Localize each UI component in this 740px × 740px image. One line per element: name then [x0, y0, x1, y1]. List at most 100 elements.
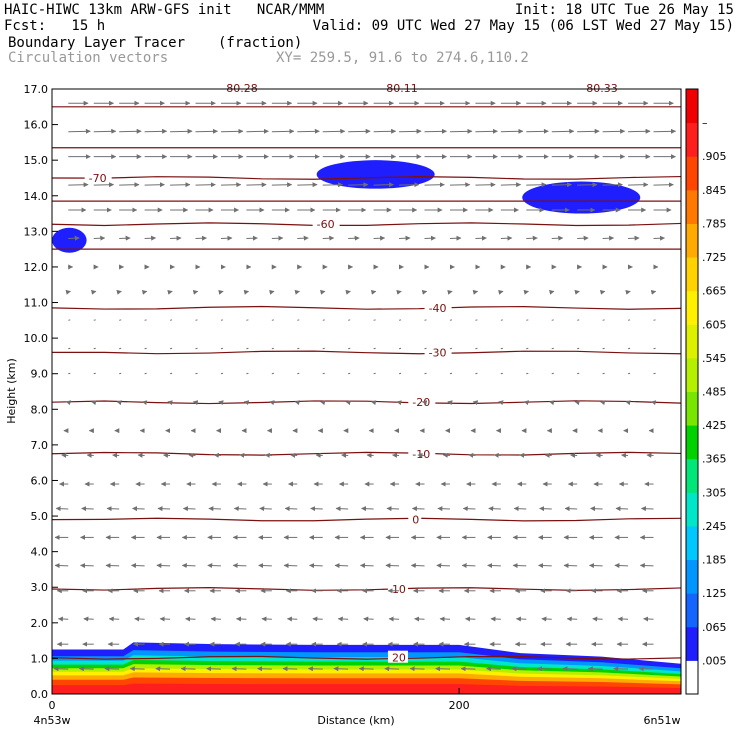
y-tick-label: 4.0	[31, 546, 49, 559]
wind-vector	[319, 289, 326, 295]
wind-vector	[282, 666, 298, 672]
wind-vector	[366, 452, 374, 458]
wind-vector	[411, 506, 425, 512]
wind-vector	[640, 506, 654, 512]
wind-vector	[119, 319, 122, 321]
wind-vector	[511, 666, 527, 672]
wind-vector	[269, 289, 275, 295]
colorbar-swatch	[686, 492, 698, 527]
wind-vector	[130, 563, 145, 569]
y-tick-label: 11.0	[24, 297, 49, 310]
wind-vector	[498, 289, 504, 295]
wind-vector	[627, 372, 631, 375]
wind-vector	[449, 235, 462, 241]
wind-vector	[373, 347, 376, 350]
wind-vector	[614, 563, 629, 569]
wind-vector	[271, 347, 274, 350]
colorbar-label: .185	[702, 554, 727, 567]
wind-vector	[551, 182, 573, 188]
y-tick-label: 8.0	[31, 403, 49, 416]
wind-vector	[322, 128, 346, 134]
wind-vector	[391, 452, 400, 458]
wind-vector	[271, 128, 295, 134]
wind-vector	[486, 666, 501, 672]
contour-label: -20	[412, 396, 430, 409]
wind-vector	[500, 182, 522, 188]
wind-vector	[646, 452, 654, 458]
wind-vector	[472, 289, 479, 295]
wind-vector	[475, 235, 487, 241]
wind-vector	[398, 372, 402, 375]
wind-vector	[490, 616, 501, 622]
wind-vector	[132, 506, 145, 512]
wind-vector	[65, 289, 71, 295]
wind-vector	[86, 452, 94, 458]
y-tick-label: 5.0	[31, 510, 49, 523]
cross-section-coords: XY= 259.5, 91.6 to 274.6,110.2	[276, 50, 529, 66]
colorbar-label: .485	[702, 386, 727, 399]
wind-vector	[170, 182, 191, 188]
wind-vector	[116, 289, 122, 295]
wind-vector	[322, 235, 335, 241]
field-title: Boundary Layer Tracer	[8, 35, 186, 51]
wind-vector	[269, 400, 275, 406]
wind-vector	[653, 347, 656, 350]
wind-vector	[192, 289, 199, 295]
x-right-location: 6n51w	[644, 714, 681, 727]
wind-vector	[119, 235, 131, 241]
wind-vector	[264, 452, 272, 458]
tracer-patch-1	[522, 181, 641, 214]
wind-vector	[345, 289, 351, 295]
wind-vector	[284, 506, 298, 512]
wind-vector	[144, 319, 147, 321]
wind-vector	[617, 616, 629, 622]
wind-vector	[188, 452, 196, 458]
colorbar-swatch	[686, 257, 698, 292]
y-axis-label: Height (km)	[5, 358, 18, 424]
wind-vector	[93, 372, 96, 375]
wind-vector	[449, 319, 453, 321]
wind-vector	[297, 235, 309, 241]
wind-vector	[310, 506, 323, 512]
wind-vector	[119, 372, 122, 375]
colorbar-swatch	[686, 458, 698, 493]
temperature-contour	[51, 517, 682, 522]
wind-vector	[129, 666, 145, 672]
wind-vector	[590, 506, 603, 512]
wind-vector	[220, 372, 224, 375]
wind-vector	[68, 128, 91, 134]
wind-vector	[236, 616, 247, 622]
colorbar-label: .125	[702, 587, 727, 600]
wind-vector	[577, 319, 580, 321]
wind-vector	[65, 400, 72, 406]
wind-vector	[358, 666, 374, 672]
colorbar-swatch	[686, 593, 698, 628]
x-axis-label: Distance (km)	[317, 714, 394, 727]
colorbar-swatch	[686, 660, 698, 695]
wind-vector	[639, 563, 654, 569]
wind-vector	[627, 319, 631, 321]
tracer-layer-8	[52, 683, 681, 694]
wind-vector	[180, 666, 196, 672]
wind-vector	[91, 400, 97, 406]
wind-vector	[602, 372, 605, 375]
wind-vector	[587, 666, 603, 672]
wind-vector	[577, 182, 598, 188]
temperature-contour	[51, 451, 682, 456]
wind-vector	[68, 372, 71, 375]
y-tick-label: 10.0	[24, 332, 49, 345]
contour-label: -70	[89, 172, 107, 185]
wind-vector	[435, 666, 450, 672]
wind-vector	[195, 347, 198, 350]
wind-vector	[119, 347, 122, 350]
wind-vector	[83, 616, 94, 622]
wind-vector	[526, 182, 547, 188]
wind-vector	[297, 182, 318, 188]
field-units: (fraction)	[218, 35, 303, 51]
wind-vector	[447, 400, 453, 406]
wind-vector	[322, 182, 344, 188]
wind-vector	[195, 235, 208, 241]
wind-vector	[307, 666, 323, 672]
wind-vector	[53, 666, 69, 672]
wind-vector	[54, 563, 69, 569]
